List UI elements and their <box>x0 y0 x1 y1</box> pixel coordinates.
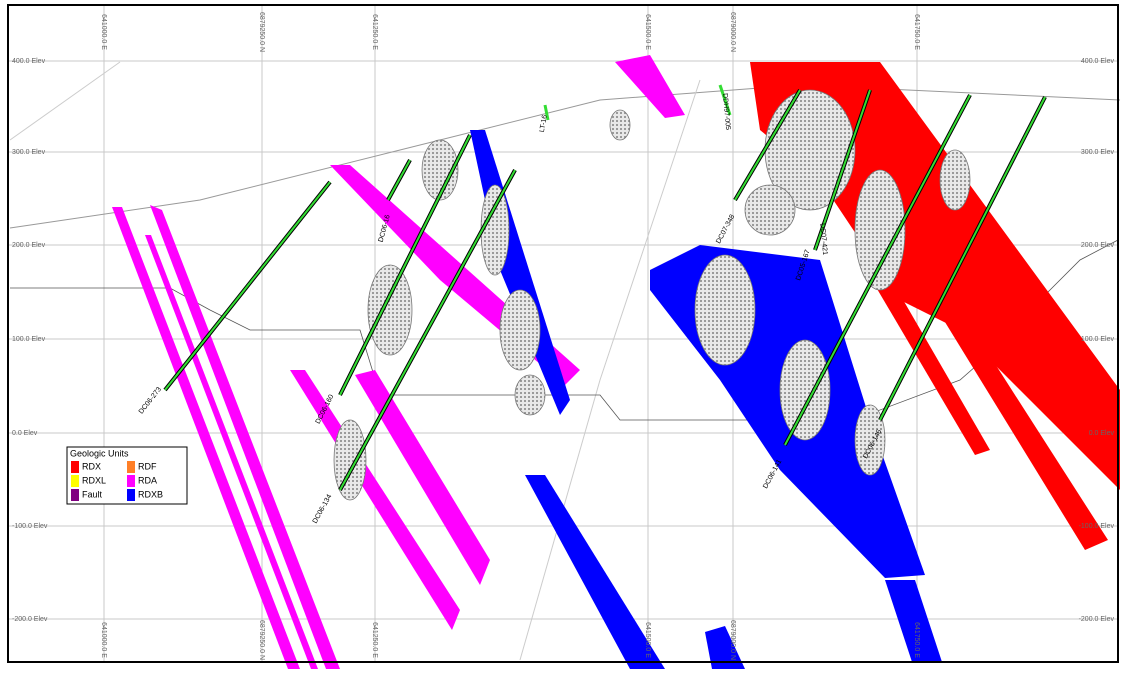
coordinate-label: 6879250.0 N <box>258 12 265 52</box>
elevation-label: 0.0 Elev <box>12 430 38 437</box>
legend-swatch <box>127 475 135 487</box>
legend-label: RDF <box>138 461 157 471</box>
coordinate-label: 641250.0 E <box>371 622 378 658</box>
geology <box>9 55 1121 669</box>
coordinate-label: 641250.0 E <box>371 14 378 50</box>
elevation-label: 200.0 Elev <box>12 242 46 249</box>
drill-traces <box>163 84 1047 491</box>
legend-label: RDX <box>82 461 101 471</box>
elevation-label: 400.0 Elev <box>12 58 46 65</box>
legend-label: Fault <box>82 489 103 499</box>
coordinate-label: 641000.0 E <box>100 622 107 658</box>
elevation-label: -200.0 Elev <box>12 616 48 623</box>
elevation-label: 400.0 Elev <box>1081 58 1115 65</box>
coordinate-label: 641000.0 E <box>100 14 107 50</box>
legend-label: RDXL <box>82 475 106 485</box>
legend-swatch <box>127 461 135 473</box>
drill-hole-label: DDH97-005 <box>721 93 731 131</box>
coordinate-label: 6879250.0 N <box>258 620 265 660</box>
legend-label: RDXB <box>138 489 163 499</box>
coordinate-label: 641750.0 E <box>913 622 920 658</box>
elevation-label: 300.0 Elev <box>12 149 46 156</box>
frame <box>7 4 1119 663</box>
elevation-label: -100.0 Elev <box>1079 523 1115 530</box>
legend-swatch <box>127 489 135 501</box>
legend-swatch <box>71 475 79 487</box>
elevation-label: 200.0 Elev <box>1081 242 1115 249</box>
drill-hole-label: LT-16 <box>539 114 549 132</box>
legend: Geologic Units RDX RDF RDXL RDA Fault RDXB <box>66 446 188 505</box>
legend-title: Geologic Units <box>70 448 129 458</box>
elevation-label: 300.0 Elev <box>1081 149 1115 156</box>
legend-label: RDA <box>138 475 157 485</box>
elevation-label: -200.0 Elev <box>1079 616 1115 623</box>
coordinate-label: 641500.0 E <box>644 14 651 50</box>
elevation-label: 100.0 Elev <box>1081 336 1115 343</box>
coordinate-label: 6879000.0 N <box>729 620 736 660</box>
elevation-label: -100.0 Elev <box>12 523 48 530</box>
coordinate-label: 641500.0 E <box>644 622 651 658</box>
legend-swatch <box>71 461 79 473</box>
elevation-label: 0.0 Elev <box>1089 430 1115 437</box>
legend-swatch <box>71 489 79 501</box>
coordinate-label: 6879000.0 N <box>729 12 736 52</box>
drill-hole-label: DC07-421 <box>818 223 828 256</box>
coordinate-label: 641750.0 E <box>913 14 920 50</box>
elevation-label: 100.0 Elev <box>12 336 46 343</box>
